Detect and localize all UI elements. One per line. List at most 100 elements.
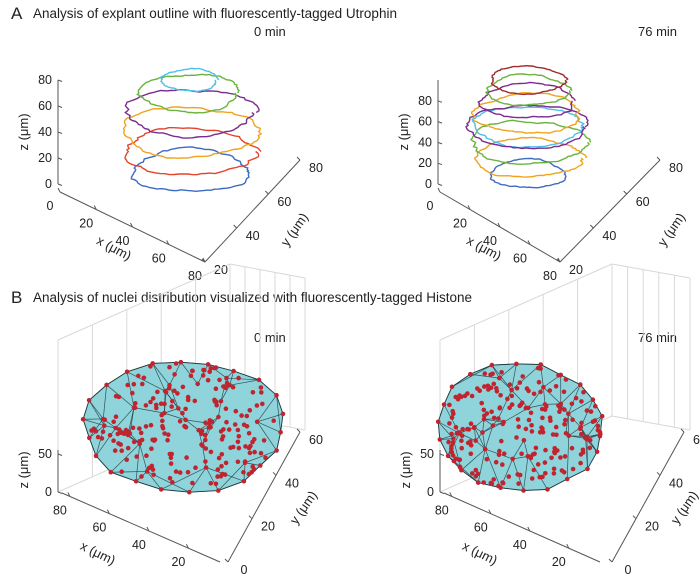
z-axis-label: z (μm) <box>16 113 31 150</box>
nucleus-point <box>542 402 548 407</box>
nucleus-point <box>543 471 548 476</box>
hull-edge <box>585 438 588 469</box>
hull-edge <box>547 478 568 490</box>
nucleus-point <box>263 455 268 461</box>
nucleus-point <box>506 474 512 479</box>
x-axis-line <box>61 492 221 563</box>
nucleus-point <box>188 373 194 379</box>
nucleus-point <box>468 451 474 457</box>
nucleus-point <box>515 472 520 477</box>
nucleus-point <box>578 425 583 430</box>
y-tick-label: 60 <box>636 195 650 209</box>
panel-b-plot-2 <box>57 263 306 563</box>
nucleus-point <box>590 419 596 425</box>
nucleus-point <box>139 474 144 479</box>
hull-edge <box>568 399 594 415</box>
nucleus-point <box>588 409 594 414</box>
nucleus-point <box>205 377 211 383</box>
nucleus-point <box>465 440 471 446</box>
nucleus-point <box>185 469 191 475</box>
nucleus-point <box>177 419 183 424</box>
nucleus-point <box>196 427 201 433</box>
nucleus-point <box>187 489 192 495</box>
x-tick-mark <box>106 509 110 514</box>
nucleus-point <box>236 375 241 381</box>
y-tick-label: 0 <box>625 563 632 577</box>
x-tick-label: 80 <box>435 503 449 517</box>
nucleus-point <box>208 481 214 486</box>
nucleus-point <box>203 465 209 470</box>
x-axis-label: x (μm) <box>78 538 118 568</box>
y-tick-mark <box>623 190 628 195</box>
outline-z-55 <box>124 89 260 139</box>
nucleus-point <box>252 449 257 455</box>
nucleus-point <box>175 391 180 396</box>
nucleus-point <box>450 408 456 414</box>
nucleus-point <box>494 389 500 394</box>
x-tick-mark <box>488 509 492 514</box>
hull-edge <box>218 480 245 491</box>
nucleus-point <box>561 470 567 475</box>
hull-edge <box>470 364 493 375</box>
nucleus-point <box>551 471 557 476</box>
hull-edge <box>161 467 207 490</box>
nucleus-point <box>239 413 244 418</box>
x-tick-label: 60 <box>513 252 527 266</box>
nucleus-point <box>562 454 568 459</box>
hull-edge <box>512 440 525 460</box>
nucleus-point <box>224 419 229 425</box>
nucleus-point <box>453 424 459 430</box>
nucleus-point <box>594 449 600 455</box>
nucleus-point <box>550 432 556 437</box>
hull-edge <box>437 404 445 422</box>
hull-edge <box>511 389 529 409</box>
nucleus-point <box>134 454 139 459</box>
hull-edge <box>164 408 179 414</box>
nucleus-point <box>536 379 542 385</box>
hull-edge <box>567 468 588 480</box>
nucleus-point <box>224 375 229 381</box>
hull-edge <box>484 425 494 450</box>
hull-edge <box>498 389 512 419</box>
nucleus-point <box>514 386 520 391</box>
x-tick-mark <box>437 187 441 193</box>
z-tick-mark <box>57 453 63 456</box>
y-tick-mark <box>233 224 238 229</box>
nucleus-point <box>547 388 553 393</box>
x-tick-label: 80 <box>543 269 557 283</box>
outline-z-55 <box>465 104 589 150</box>
nucleus-point <box>167 364 172 370</box>
nucleus-point <box>499 370 504 375</box>
nucleus-point <box>100 429 106 435</box>
y-axis-line <box>611 431 685 563</box>
nucleus-point <box>499 438 504 444</box>
nucleus-point <box>500 480 505 485</box>
z-tick-mark <box>437 183 443 186</box>
nucleus-point <box>233 408 239 414</box>
nucleus-point <box>236 434 242 439</box>
nucleus-point <box>143 424 149 429</box>
z-tick-mark <box>57 183 63 186</box>
nucleus-point <box>578 382 583 387</box>
nucleus-point <box>125 445 131 451</box>
panel-b-plot-3 <box>435 263 691 563</box>
nucleus-point <box>167 475 173 481</box>
outline-z-40 <box>469 119 592 165</box>
nucleus-point <box>278 430 283 435</box>
nucleus-point <box>190 480 195 486</box>
nucleus-point <box>113 414 119 420</box>
nucleus-point <box>450 453 456 458</box>
nucleus-point <box>217 377 222 383</box>
nucleus-point <box>526 388 531 394</box>
nucleus-point <box>152 437 158 443</box>
nucleus-point <box>215 474 220 479</box>
x-tick-label: 20 <box>552 555 566 569</box>
nucleus-point <box>219 437 225 442</box>
hull-edge <box>543 386 562 405</box>
nucleus-point <box>505 396 510 402</box>
hull-edge <box>152 363 166 392</box>
nucleus-point <box>247 408 253 413</box>
nucleus-point <box>517 380 523 385</box>
nucleus-point <box>526 417 532 423</box>
nucleus-point <box>468 371 473 377</box>
